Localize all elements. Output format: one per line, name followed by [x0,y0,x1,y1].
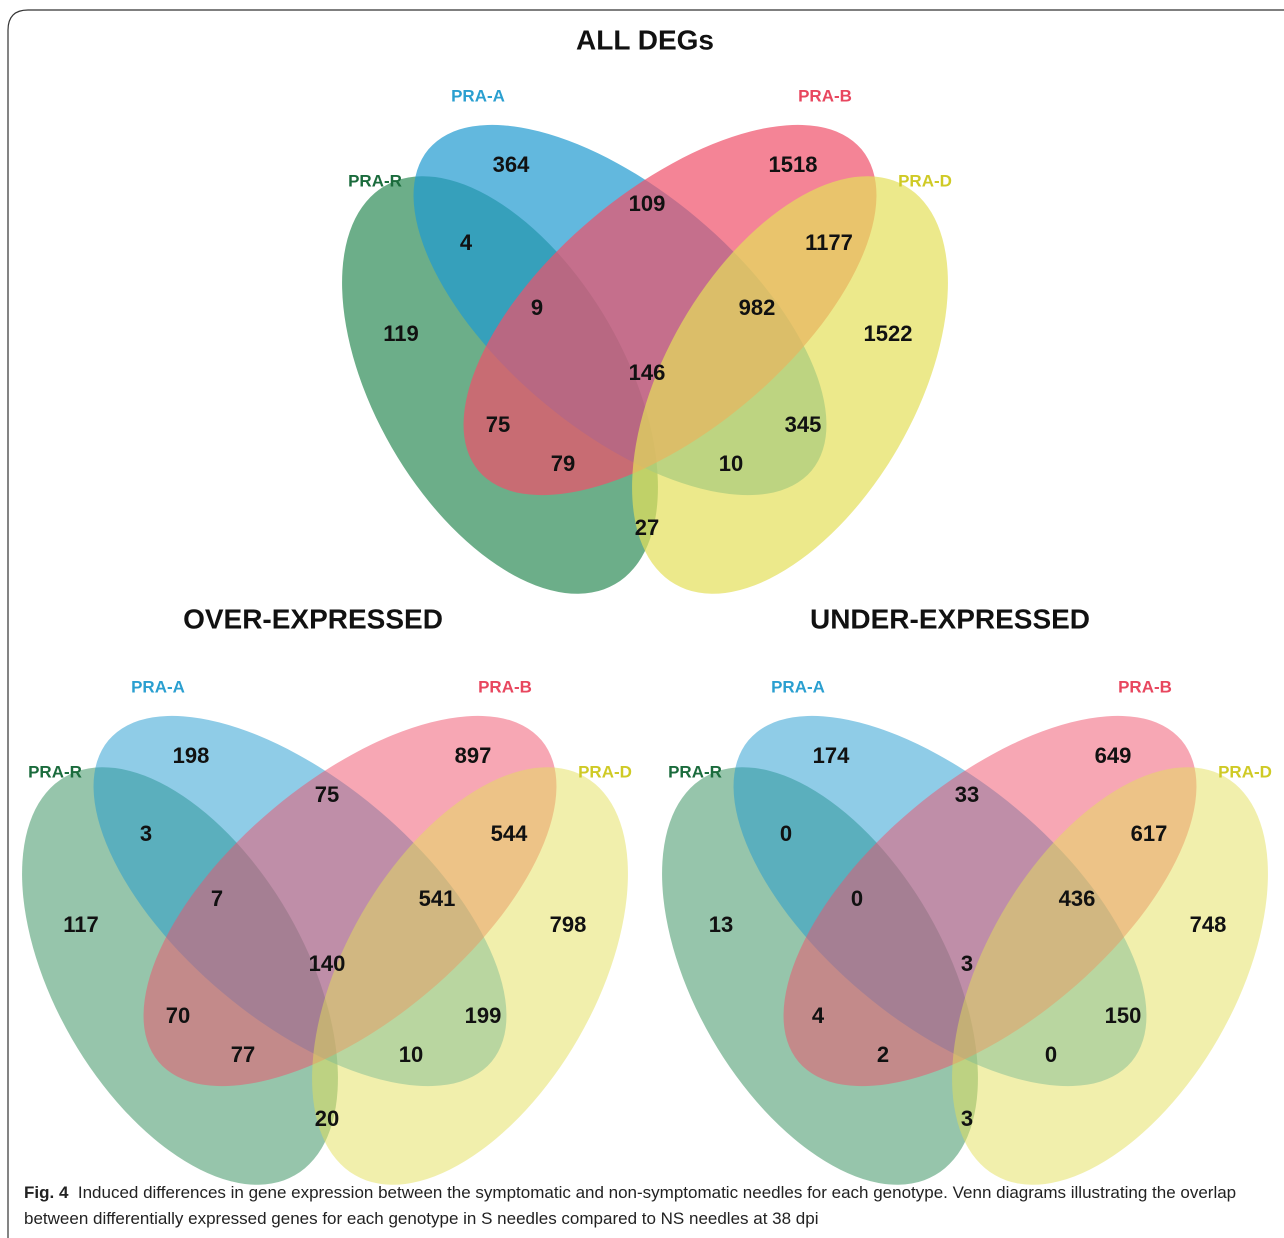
caption: Fig. 4 Induced differences in gene expre… [24,1180,1254,1232]
set-label: PRA-D [898,171,952,190]
set-label: PRA-B [1118,677,1172,696]
set-label: PRA-R [668,762,722,781]
region-count: 174 [813,743,850,768]
diagram-title: OVER-EXPRESSED [183,603,443,634]
set-label: PRA-R [348,171,402,190]
region-count: 70 [166,1003,190,1028]
region-count: 1177 [805,230,853,255]
region-count: 897 [455,743,492,768]
region-count: 117 [63,912,99,937]
region-count: 79 [551,451,575,476]
set-label: PRA-A [771,677,825,696]
venn-set [632,176,948,594]
region-count: 4 [460,230,473,255]
region-count: 199 [465,1003,502,1028]
region-count: 13 [709,912,733,937]
region-count: 119 [383,321,419,346]
venn-set [952,767,1268,1185]
region-count: 27 [635,515,659,540]
region-count: 748 [1190,912,1227,937]
region-count: 109 [629,191,666,216]
region-count: 541 [419,886,456,911]
region-count: 10 [719,451,743,476]
region-count: 0 [851,886,863,911]
region-count: 3 [961,1106,973,1131]
set-label: PRA-D [578,762,632,781]
frame [7,9,1284,1238]
set-label: PRA-B [798,86,852,105]
region-count: 75 [315,782,339,807]
region-count: 364 [493,152,530,177]
region-count: 198 [173,743,210,768]
region-count: 1522 [864,321,913,346]
region-count: 33 [955,782,979,807]
set-label: PRA-A [451,86,505,105]
set-label: PRA-R [28,762,82,781]
region-count: 1518 [769,152,818,177]
region-count: 7 [211,886,223,911]
region-count: 4 [812,1003,825,1028]
set-label: PRA-B [478,677,532,696]
region-count: 0 [780,821,792,846]
region-count: 20 [315,1106,339,1131]
caption-label: Fig. 4 [24,1183,69,1202]
region-count: 798 [550,912,587,937]
diagram-title: ALL DEGs [576,24,714,55]
venn-set [312,767,628,1185]
region-count: 150 [1105,1003,1142,1028]
region-count: 3 [140,821,152,846]
region-count: 345 [785,412,822,437]
region-count: 3 [961,951,973,976]
region-count: 146 [629,360,666,385]
caption-text: Induced differences in gene expression b… [24,1183,1237,1228]
region-count: 544 [491,821,528,846]
region-count: 436 [1059,886,1096,911]
region-count: 0 [1045,1042,1057,1067]
set-label: PRA-A [131,677,185,696]
region-count: 9 [531,295,543,320]
region-count: 140 [309,951,346,976]
region-count: 2 [877,1042,889,1067]
region-count: 617 [1131,821,1168,846]
venn-diagram: UNDER-EXPRESSED PRA-A PRA-B PRA-R PRA-D 174 64… [662,603,1272,1185]
venn-diagram: OVER-EXPRESSED PRA-A PRA-B PRA-R PRA-D 198 897… [22,603,632,1185]
region-count: 10 [399,1042,423,1067]
set-label: PRA-D [1218,762,1272,781]
diagram-title: UNDER-EXPRESSED [810,603,1090,634]
region-count: 75 [486,412,510,437]
region-count: 77 [231,1042,255,1067]
region-count: 982 [739,295,776,320]
region-count: 649 [1095,743,1132,768]
